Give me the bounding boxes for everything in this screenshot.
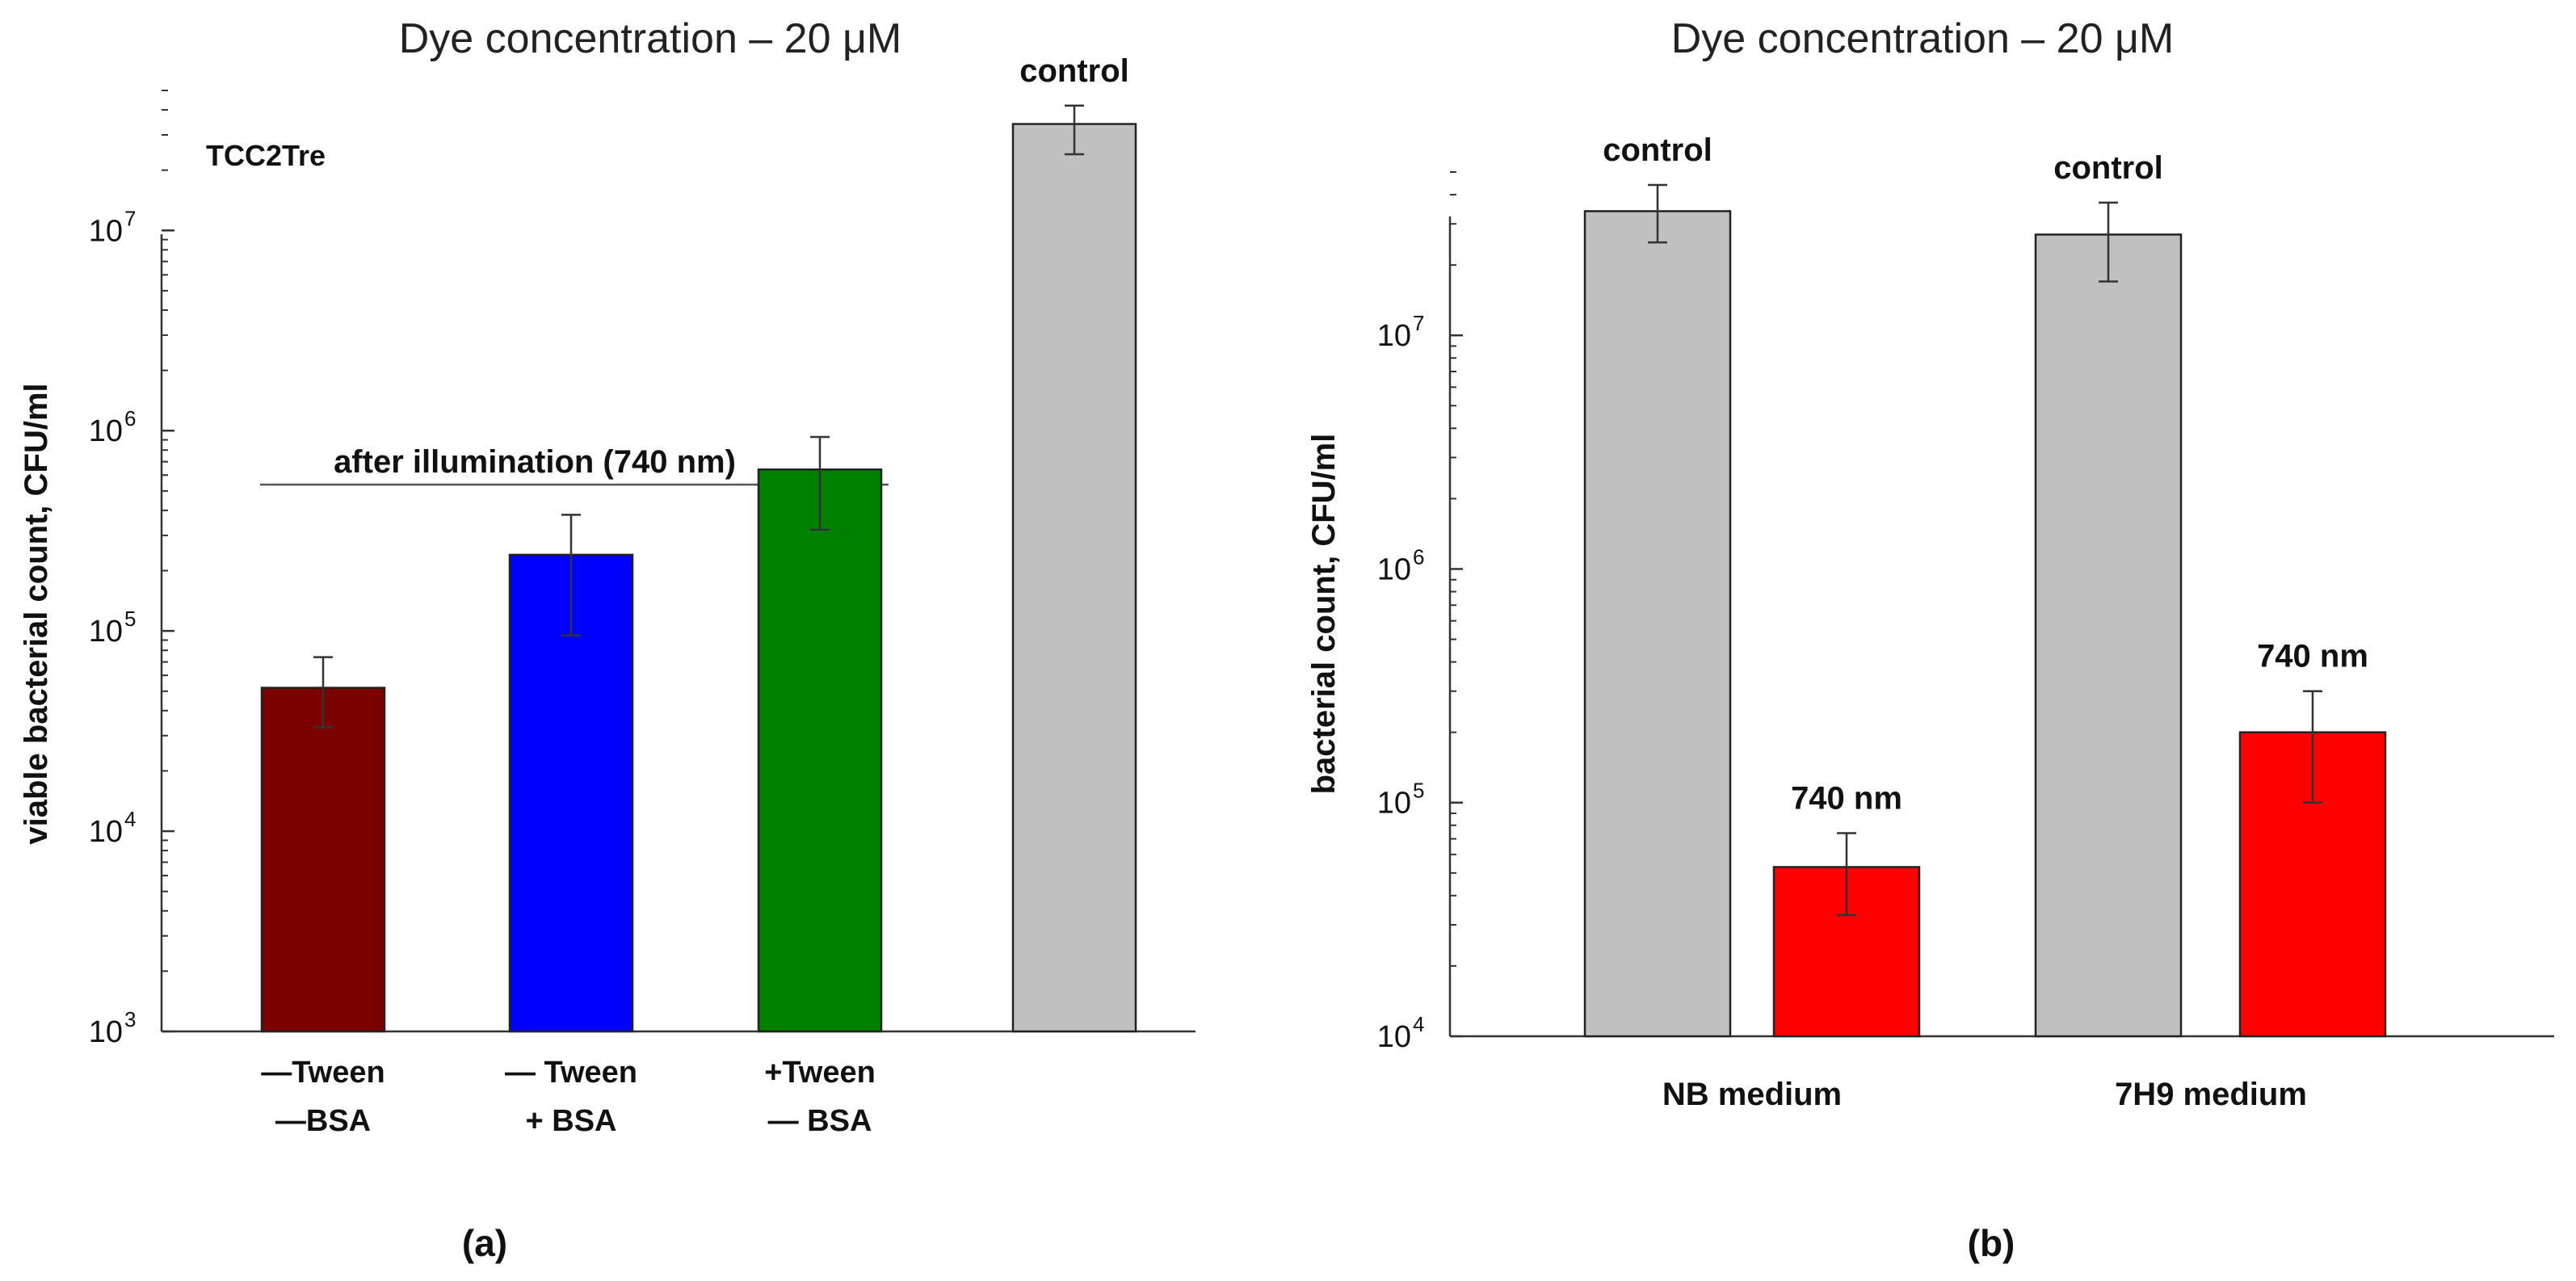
panel-b-tick-label: 10 — [1377, 319, 1411, 353]
panel-a-category-label: —BSA — [275, 1104, 371, 1138]
panel-b-bar — [2034, 233, 2183, 1038]
panel-b: Dye concentration – 20 μM bacterial coun… — [1306, 15, 2554, 1264]
panel-a-title: Dye concentration – 20 μM — [399, 15, 902, 62]
panel-b-bars: control 740 nm control 740 nm — [1583, 132, 2387, 1038]
panel-b-tick-label: 10 — [1377, 1020, 1411, 1054]
panel-b-tick-exponent: 7 — [1413, 311, 1424, 335]
panel-a-subtitle: TCC2Tre — [206, 139, 326, 172]
panel-b-tick-label: 10 — [1377, 787, 1411, 821]
panel-a-group-annotation: after illumination (740 nm) — [334, 444, 736, 480]
panel-b-bar-top-label: control — [1603, 132, 1712, 168]
panel-a-bar-top-label: control — [1019, 53, 1129, 89]
panel-a-y-axis-label: viable bacterial count, CFU/ml — [19, 383, 54, 844]
panel-b-tick-exponent: 5 — [1413, 779, 1424, 803]
panel-a-category-label: —Tween — [261, 1056, 385, 1090]
panel-a-tick-label: 10 — [89, 414, 123, 448]
panel-b-bar-top-label: 740 nm — [1791, 781, 1902, 817]
panel-a: Dye concentration – 20 μM TCC2Tre viable… — [19, 15, 1196, 1264]
panel-a-category-label: — Tween — [505, 1056, 637, 1090]
panel-a-tick-label: 10 — [89, 1015, 123, 1049]
panel-a-tick-exponent: 3 — [124, 1007, 136, 1031]
panel-a-label: (a) — [462, 1222, 507, 1264]
panel-a-tick-exponent: 4 — [124, 807, 136, 831]
panel-b-tick-exponent: 6 — [1413, 544, 1424, 569]
panel-b-y-axis-label: bacterial count, CFU/ml — [1306, 434, 1342, 795]
panel-a-tick-exponent: 5 — [124, 607, 136, 631]
panel-b-bar-top-label: 740 nm — [2257, 639, 2368, 674]
panel-b-label: (b) — [1968, 1222, 2015, 1264]
panel-b-tick-label: 10 — [1377, 552, 1411, 586]
panel-a-bar — [1011, 123, 1137, 1033]
panel-b-tick-exponent: 4 — [1413, 1012, 1424, 1036]
panel-b-title: Dye concentration – 20 μM — [1671, 15, 2175, 62]
panel-a-tick-exponent: 7 — [124, 206, 136, 230]
panel-a-category-label: — BSA — [768, 1104, 872, 1138]
panel-a-tick-label: 10 — [89, 214, 123, 248]
panel-a-bars: —Tween —BSA — Tween + BSA +Tween — BSA control — [260, 53, 1137, 1138]
panel-a-tick-exponent: 6 — [124, 406, 136, 430]
panel-b-categories: NB medium 7H9 medium — [1662, 1077, 2307, 1112]
panel-a-category-label: +Tween — [764, 1056, 876, 1090]
panel-a-category-label: + BSA — [526, 1104, 617, 1138]
panel-b-category-label: NB medium — [1662, 1077, 1842, 1112]
panel-a-bar — [757, 468, 883, 1033]
panel-a-tick-label: 10 — [89, 815, 123, 849]
panel-a-bar — [260, 687, 386, 1033]
panel-b-bar-top-label: control — [2053, 150, 2163, 186]
panel-a-tick-label: 10 — [89, 615, 123, 649]
panel-b-bar — [1583, 210, 1732, 1038]
panel-b-category-label: 7H9 medium — [2115, 1077, 2307, 1112]
